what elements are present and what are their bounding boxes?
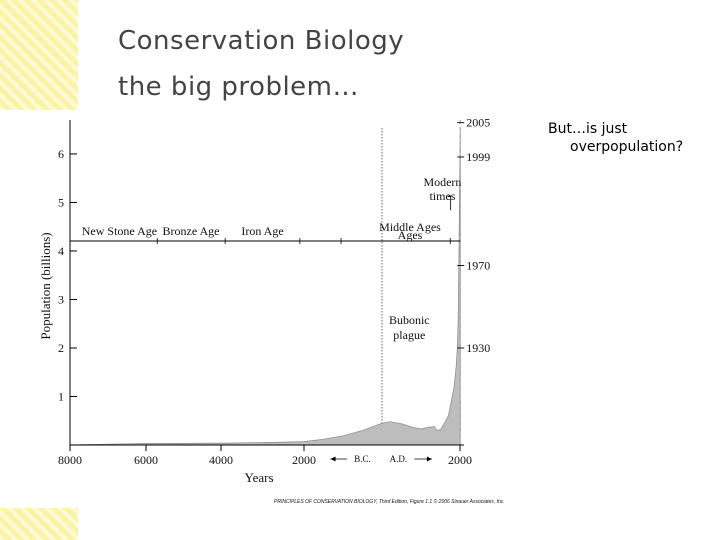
- x-axis-label: Years: [244, 470, 273, 485]
- modern-times-pointer: [447, 195, 452, 210]
- y-axis-label: Population (billions): [38, 232, 53, 339]
- modern-times-label: Modern: [423, 175, 461, 189]
- y-tick-label: 1: [58, 389, 64, 403]
- population-area-0: [69, 129, 461, 446]
- year-marker-label: 1930: [466, 341, 490, 355]
- plague-label: plague: [393, 328, 425, 342]
- year-marker-label: 2005: [466, 116, 490, 130]
- x-tick-label: 2000: [448, 453, 472, 467]
- bc-arrowhead: [330, 456, 336, 462]
- slide-title-line-1: Conservation Biology: [118, 26, 405, 56]
- ad-arrowhead: [426, 456, 432, 462]
- population-chart: 1 2 3 4 5 6 8000 6000 4000 2000 2000 B.C. A.D. New St…: [38, 116, 505, 505]
- y-tick-label: 2: [58, 341, 64, 355]
- x-tick-label: 8000: [58, 453, 82, 467]
- age-label: New Stone Age: [82, 224, 157, 238]
- x-tick-label: 2000: [292, 453, 316, 467]
- y-tick-label: 3: [58, 292, 64, 306]
- ad-label: A.D.: [390, 454, 408, 464]
- decorative-strip-top: [0, 0, 78, 110]
- side-note: But…is just overpopulation?: [548, 120, 716, 156]
- x-tick-label: 4000: [209, 453, 233, 467]
- side-note-line-1: But…is just: [548, 121, 628, 137]
- age-label: Bronze Age: [163, 224, 220, 238]
- y-tick-label: 5: [58, 195, 64, 209]
- y-tick-label: 6: [58, 147, 64, 161]
- slide-title-line-2: the big problem…: [118, 72, 360, 102]
- plague-label: Bubonic: [389, 313, 430, 327]
- side-note-line-2: overpopulation?: [570, 139, 684, 155]
- x-tick-label: 6000: [134, 453, 158, 467]
- year-marker-label: 1970: [466, 259, 490, 273]
- y-tick-label: 4: [58, 244, 64, 258]
- figure-credit: PRINCIPLES OF CONSERVATION BIOLOGY, Thir…: [274, 498, 505, 505]
- modern-times-label: times: [429, 189, 455, 203]
- age-label: Middle Ages: [379, 220, 441, 234]
- age-label-line2: Ages: [398, 228, 423, 242]
- bc-label: B.C.: [354, 454, 371, 464]
- decorative-strip-bottom: [0, 508, 78, 540]
- year-marker-label: 1999: [466, 150, 490, 164]
- age-label: Iron Age: [241, 224, 283, 238]
